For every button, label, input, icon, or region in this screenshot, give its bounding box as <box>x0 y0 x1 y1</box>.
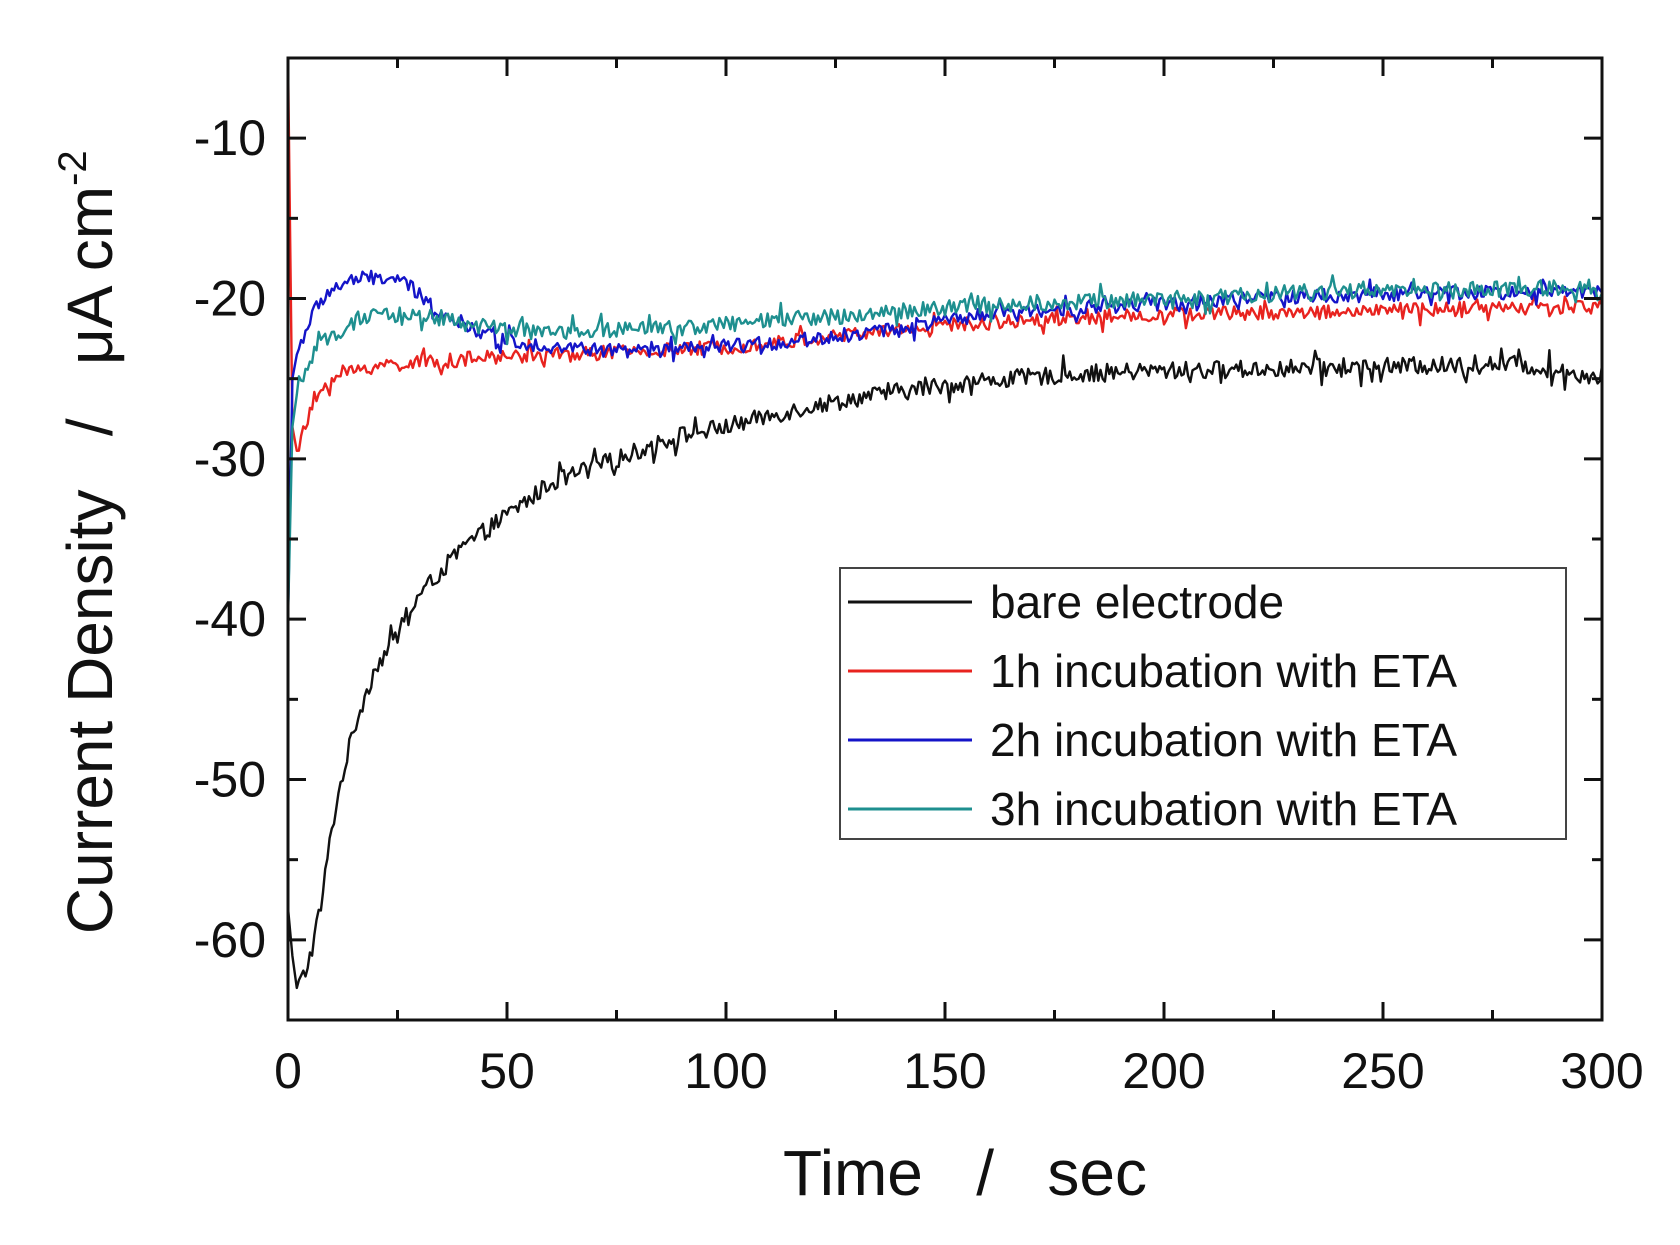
legend-label-3: 2h incubation with ETA <box>990 714 1457 766</box>
y-axis-title-group: Current Density / μA cm-2 <box>28 61 126 1058</box>
y-tick-labels: -10 -20 -30 -40 -50 -60 <box>194 110 266 968</box>
y-tick-label: -50 <box>194 752 266 808</box>
legend-label-1: bare electrode <box>990 576 1284 628</box>
series-layer <box>286 57 1604 990</box>
y-tick-label: -60 <box>194 912 266 968</box>
legend: bare electrode 1h incubation with ETA 2h i… <box>839 567 1567 840</box>
x-tick-label: 50 <box>479 1043 535 1099</box>
y-axis-title-main: Current Density / μA cm <box>54 186 126 934</box>
y-tick-label: -20 <box>194 271 266 327</box>
x-tick-label: 150 <box>903 1043 986 1099</box>
series-line-2 <box>286 57 1604 452</box>
y-axis-title: Current Density / μA cm-2 <box>28 61 126 1058</box>
x-axis-title: Time / sec <box>783 1137 1147 1209</box>
x-tick-label: 250 <box>1341 1043 1424 1099</box>
y-tick-label: -40 <box>194 591 266 647</box>
x-tick-label: 300 <box>1560 1043 1643 1099</box>
legend-label-2: 1h incubation with ETA <box>990 645 1457 697</box>
series-line-4 <box>286 274 1604 620</box>
y-tick-label: -10 <box>194 110 266 166</box>
x-tick-labels: 0 50 100 150 200 250 300 <box>274 1043 1644 1099</box>
tick-layer <box>286 56 1604 1022</box>
x-tick-label: 100 <box>684 1043 767 1099</box>
legend-box <box>839 567 1567 840</box>
legend-label-4: 3h incubation with ETA <box>990 783 1457 835</box>
x-tick-label: 0 <box>274 1043 302 1099</box>
x-tick-label: 200 <box>1122 1043 1205 1099</box>
y-axis-title-superscript: -2 <box>51 150 95 186</box>
y-tick-label: -30 <box>194 431 266 487</box>
series-line-1 <box>286 347 1604 990</box>
